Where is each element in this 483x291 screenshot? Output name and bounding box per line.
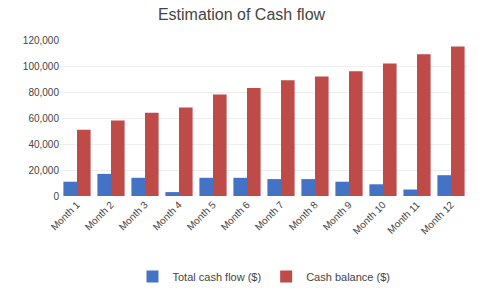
svg-text:40,000: 40,000	[28, 139, 59, 150]
svg-text:100,000: 100,000	[23, 61, 60, 72]
svg-text:Month 4: Month 4	[151, 199, 185, 233]
svg-text:Month 8: Month 8	[287, 199, 321, 233]
svg-text:Month 5: Month 5	[185, 199, 219, 233]
svg-text:120,000: 120,000	[23, 35, 60, 46]
svg-text:Month 3: Month 3	[117, 199, 151, 233]
svg-text:Month 9: Month 9	[321, 199, 355, 233]
svg-text:Month 1: Month 1	[49, 199, 83, 233]
svg-text:Month 2: Month 2	[83, 199, 117, 233]
svg-text:80,000: 80,000	[28, 87, 59, 98]
svg-text:60,000: 60,000	[28, 113, 59, 124]
svg-text:Month 12: Month 12	[419, 199, 457, 237]
svg-text:Cash balance ($): Cash balance ($)	[306, 271, 390, 283]
svg-text:Month 6: Month 6	[219, 199, 253, 233]
svg-text:20,000: 20,000	[28, 165, 59, 176]
svg-text:Month 11: Month 11	[385, 199, 422, 236]
svg-text:0: 0	[53, 191, 59, 202]
svg-text:Estimation of Cash flow: Estimation of Cash flow	[158, 6, 326, 23]
svg-text:Total cash flow ($): Total cash flow ($)	[173, 271, 262, 283]
svg-text:Month 7: Month 7	[253, 199, 287, 233]
svg-text:Month 10: Month 10	[351, 199, 389, 237]
